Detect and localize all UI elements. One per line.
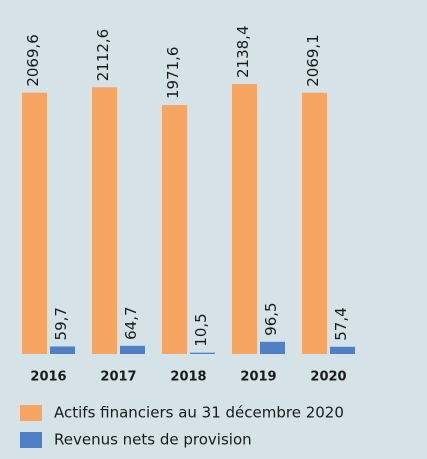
value-label: 96,5 <box>262 302 280 335</box>
value-label: 64,7 <box>122 306 140 339</box>
x-tick-label: 2018 <box>170 370 206 385</box>
legend-swatch <box>20 432 42 448</box>
x-tick-label: 2016 <box>30 370 66 385</box>
bar <box>22 92 47 355</box>
bar <box>260 341 285 354</box>
value-label: 57,4 <box>332 307 350 340</box>
value-label: 1971,6 <box>164 47 182 100</box>
x-tick-label: 2017 <box>100 370 136 385</box>
value-label: 10,5 <box>192 313 210 346</box>
bar <box>302 92 327 354</box>
bar <box>92 87 117 355</box>
value-label: 2138,4 <box>234 26 252 79</box>
x-tick-label: 2020 <box>310 370 346 385</box>
bar <box>232 84 257 354</box>
value-label: 2112,6 <box>94 29 112 82</box>
legend-swatch <box>20 405 42 421</box>
bar <box>120 345 145 354</box>
value-label: 2069,1 <box>304 34 322 87</box>
value-label: 2069,6 <box>24 34 42 87</box>
bar <box>330 346 355 354</box>
value-label: 59,7 <box>52 307 70 340</box>
bar <box>162 105 187 354</box>
x-tick-label: 2019 <box>240 370 276 385</box>
legend-label: Actifs financiers au 31 décembre 2020 <box>54 404 344 422</box>
legend-label: Revenus nets de provision <box>54 431 252 449</box>
bar <box>190 352 215 354</box>
bar <box>50 346 75 354</box>
